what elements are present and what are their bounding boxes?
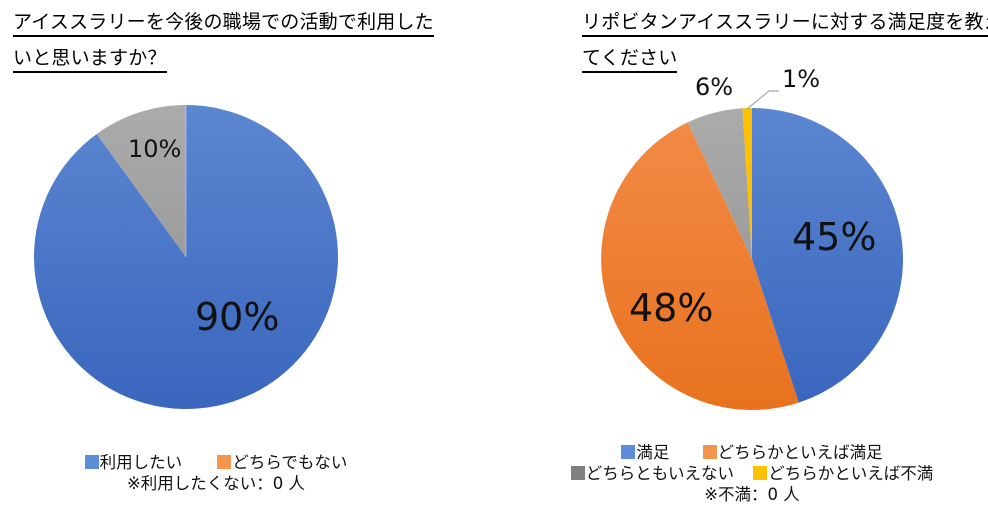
- left-slice-neutral: [96, 105, 186, 257]
- left-pie: [34, 105, 339, 410]
- right-label-1: 1%: [782, 65, 821, 93]
- legend-swatch-orange-icon: [217, 455, 232, 469]
- right-slice-somewhat-satisfied: [601, 122, 799, 410]
- legend-item-use: 利用したい: [84, 452, 182, 473]
- legend-item-somewhat-satisfied: どちらかといえば満足: [702, 442, 883, 463]
- left-title-line-2: いと思いますか？: [13, 46, 167, 73]
- right-title-line-1: リポビタンアイススラリーに対する満足度を教え: [582, 10, 988, 37]
- right-slice-somewhat-dissatisfied: [742, 108, 752, 259]
- right-title-line-2: てください: [582, 46, 678, 73]
- right-label-48: 48%: [629, 286, 714, 330]
- right-chart-title: リポビタンアイススラリーに対する満足度を教え てください: [582, 4, 988, 76]
- legend-swatch-blue-icon: [84, 455, 99, 469]
- leader-line: [746, 90, 779, 110]
- legend-item-neutral: どちらともいえない: [570, 463, 734, 484]
- left-label-10: 10%: [128, 135, 182, 163]
- legend-swatch-gray-icon: [570, 466, 585, 480]
- legend-item-neutral: どちらでもない: [217, 452, 347, 473]
- left-chart-title: アイススラリーを今後の職場での活動で利用した いと思いますか？: [13, 4, 434, 76]
- legend-swatch-orange-icon: [702, 445, 717, 459]
- right-legend: 満足 どちらかといえば満足 どちらともいえない どちらかといえば不満 ※不満：0…: [546, 442, 958, 505]
- left-legend: 利用したい どちらでもない ※利用したくない：0 人: [66, 452, 366, 494]
- legend-swatch-yellow-icon: [753, 466, 768, 480]
- right-slice-satisfied: [752, 108, 904, 403]
- left-label-90: 90%: [195, 295, 280, 339]
- right-legend-note: ※不満：0 人: [704, 485, 800, 504]
- legend-item-satisfied: 満足: [621, 442, 669, 463]
- right-slice-neutral: [687, 108, 752, 259]
- left-legend-note: ※利用したくない：0 人: [126, 474, 306, 493]
- right-pie: [601, 90, 904, 410]
- legend-swatch-blue-icon: [621, 445, 636, 459]
- right-label-45: 45%: [792, 215, 877, 259]
- legend-item-somewhat-dissatisfied: どちらかといえば不満: [753, 463, 933, 484]
- left-slice-use: [34, 105, 339, 410]
- left-title-line-1: アイススラリーを今後の職場での活動で利用した: [13, 10, 434, 37]
- right-label-6: 6%: [695, 73, 734, 101]
